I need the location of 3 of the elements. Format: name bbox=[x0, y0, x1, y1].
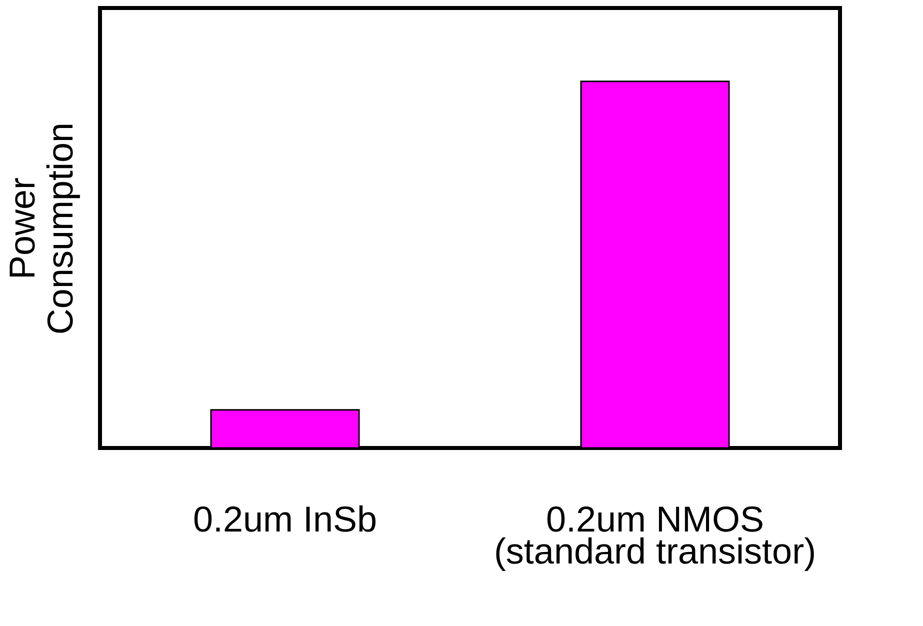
x-tick-label: 0.2um NMOS (standard transistor) bbox=[494, 498, 816, 572]
x-tick-label: 0.2um InSb bbox=[192, 498, 378, 540]
y-axis-title: Power Consumption bbox=[2, 122, 80, 335]
